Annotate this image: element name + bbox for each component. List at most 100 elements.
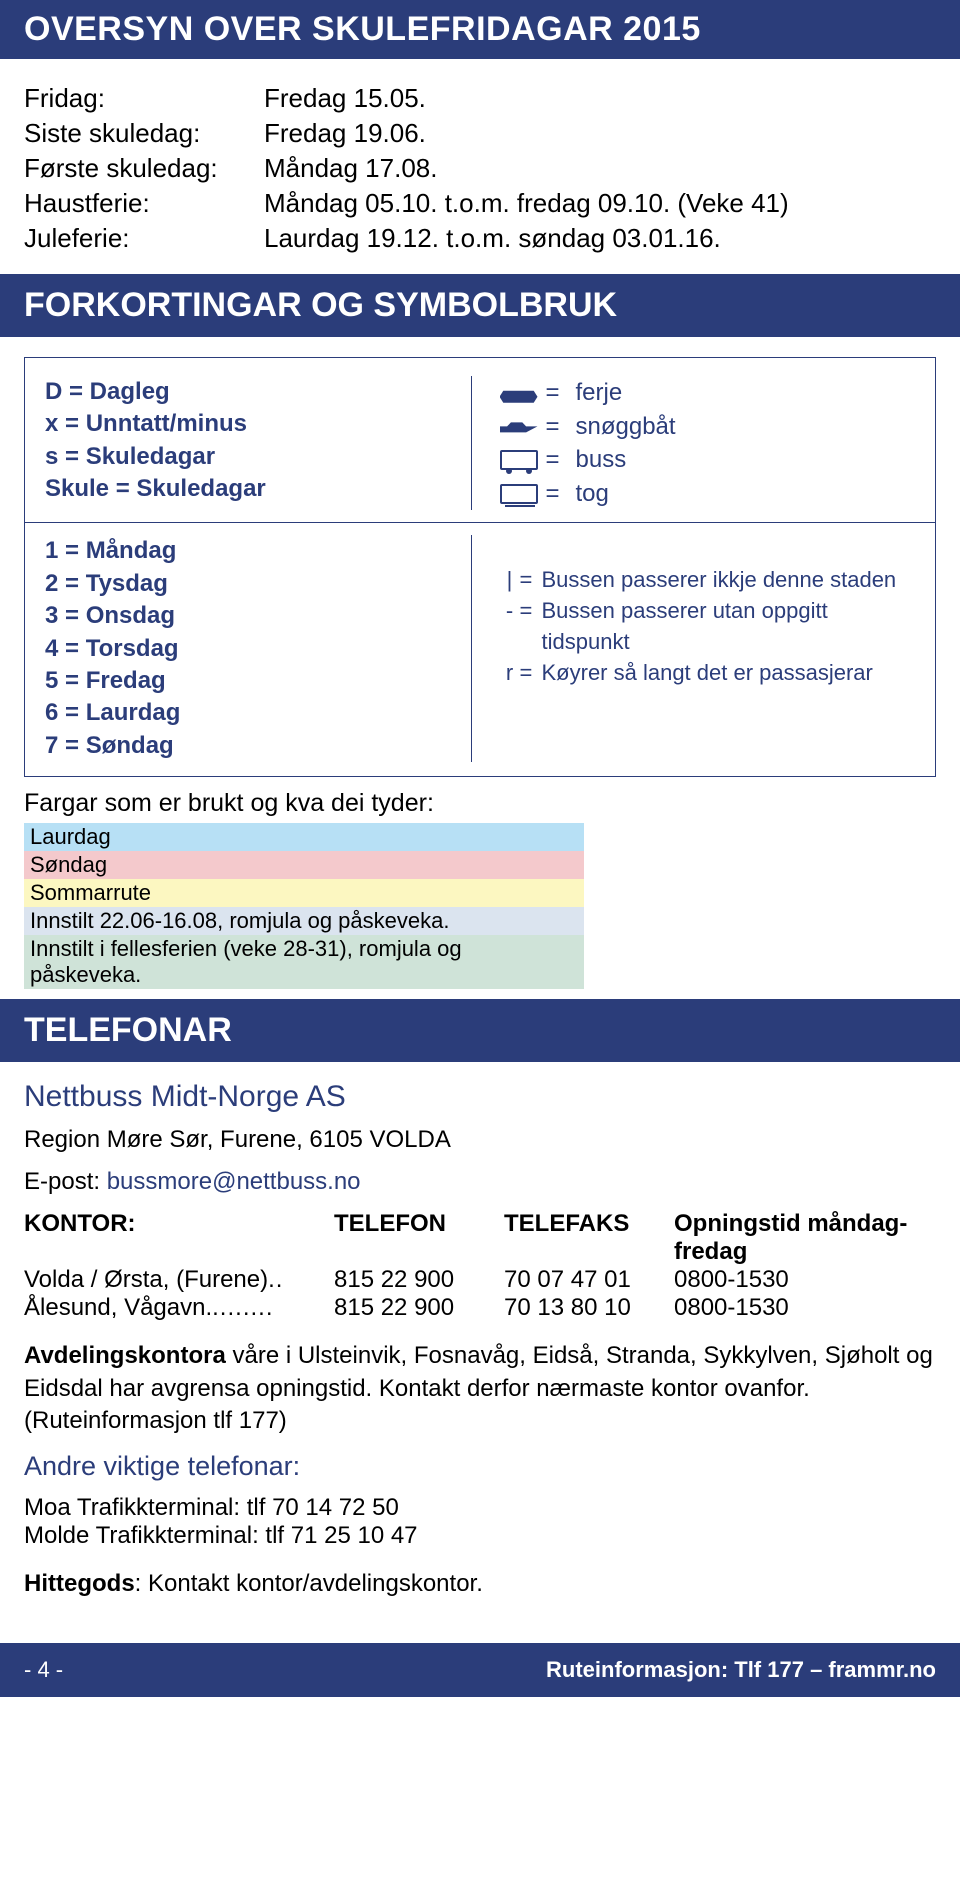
symbol-label: buss <box>576 443 916 477</box>
color-stripe: Søndag <box>24 851 584 879</box>
andre-line: Molde Trafikkterminal: tlf 71 25 10 47 <box>24 1522 936 1550</box>
color-stripe: Innstilt i fellesferien (veke 28-31), ro… <box>24 935 584 989</box>
abbrev-line: D = Dagleg <box>45 376 461 408</box>
note-row: r=Køyrer så langt det er passasjerar <box>500 658 916 689</box>
schedule-label: Siste skuledag: <box>24 118 264 149</box>
equals-sign: = <box>546 376 570 410</box>
symbol-row: =ferje <box>500 376 916 410</box>
schedule-value: Måndag 17.08. <box>264 153 936 184</box>
abbrev-line: 6 = Laurdag <box>45 697 461 729</box>
schedule-label: Juleferie: <box>24 223 264 254</box>
schedule-block: Fridag:Fredag 15.05.Siste skuledag:Freda… <box>0 59 960 264</box>
note-row: |=Bussen passerer ikkje denne staden <box>500 565 916 596</box>
forkortingar-title: FORKORTINGAR OG SYMBOLBRUK <box>24 286 617 324</box>
note-symbol: r <box>500 658 520 689</box>
kontor-header: KONTOR: TELEFON TELEFAKS Opningstid månd… <box>24 1210 936 1266</box>
schedule-label: Haustferie: <box>24 188 264 219</box>
abbrev-line: 4 = Torsdag <box>45 633 461 665</box>
title-band: OVERSYN OVER SKULEFRIDAGAR 2015 <box>0 0 960 59</box>
kontor-open: 0800-1530 <box>674 1266 936 1294</box>
abbrev-line: Skule = Skuledagar <box>45 473 461 505</box>
notes-list: |=Bussen passerer ikkje denne staden-=Bu… <box>471 535 916 762</box>
note-text: Køyrer så langt det er passasjerar <box>542 658 916 689</box>
color-stripe: Sommarrute <box>24 879 584 907</box>
ferry-icon <box>500 383 538 403</box>
avdeling-bold: Avdelingskontora <box>24 1342 226 1369</box>
symbol-label: snøggbåt <box>576 410 916 444</box>
schedule-value: Måndag 05.10. t.o.m. fredag 09.10. (Veke… <box>264 188 936 219</box>
fargar-title: Fargar som er brukt og kva dei tyder: <box>24 789 936 818</box>
epost-value[interactable]: bussmore@nettbuss.no <box>107 1168 361 1195</box>
kontor-h-open: Opningstid måndag-fredag <box>674 1210 936 1266</box>
page-title: OVERSYN OVER SKULEFRIDAGAR 2015 <box>24 10 701 48</box>
abbrev-line: 3 = Onsdag <box>45 600 461 632</box>
abbrev-line: 2 = Tysdag <box>45 568 461 600</box>
andre-line: Moa Trafikkterminal: tlf 70 14 72 50 <box>24 1494 936 1522</box>
symbol-row: =buss <box>500 443 916 477</box>
page-footer: - 4 - Ruteinformasjon: Tlf 177 – frammr.… <box>0 1643 960 1697</box>
kontor-name: Ålesund, Vågavn......... <box>24 1294 334 1322</box>
schedule-label: Første skuledag: <box>24 153 264 184</box>
kontor-tel: 815 22 900 <box>334 1294 504 1322</box>
hittegods-bold: Hittegods <box>24 1570 135 1597</box>
symbol-row: =snøggbåt <box>500 410 916 444</box>
fargar-block: Fargar som er brukt og kva dei tyder: La… <box>0 783 960 989</box>
abbrev-line: 1 = Måndag <box>45 535 461 567</box>
equals-sign: = <box>520 596 542 658</box>
color-stripe: Innstilt 22.06-16.08, romjula og påskeve… <box>24 907 584 935</box>
kontor-row: Ålesund, Vågavn.........815 22 90070 13 … <box>24 1294 936 1322</box>
note-text: Bussen passerer ikkje denne staden <box>542 565 916 596</box>
equals-sign: = <box>546 410 570 444</box>
schedule-value: Fredag 19.06. <box>264 118 936 149</box>
schedule-value: Fredag 15.05. <box>264 83 936 114</box>
symbol-row: =tog <box>500 477 916 511</box>
abbrev-left-bottom: 1 = Måndag2 = Tysdag3 = Onsdag4 = Torsda… <box>45 535 461 762</box>
company-name: Nettbuss Midt-Norge AS <box>24 1080 936 1114</box>
schedule-label: Fridag: <box>24 83 264 114</box>
avdeling-para: Avdelingskontora våre i Ulsteinvik, Fosn… <box>24 1340 936 1437</box>
equals-sign: = <box>520 565 542 596</box>
train-icon <box>500 484 538 504</box>
kontor-name: Volda / Ørsta, (Furene).. <box>24 1266 334 1294</box>
kontor-row: Volda / Ørsta, (Furene)..815 22 90070 07… <box>24 1266 936 1294</box>
hittegods-para: Hittegods: Kontakt kontor/avdelingskonto… <box>24 1568 936 1600</box>
note-row: -=Bussen passerer utan oppgitt tidspunkt <box>500 596 916 658</box>
symbol-label: tog <box>576 477 916 511</box>
kontor-h-telefon: TELEFON <box>334 1210 504 1266</box>
footer-right: Ruteinformasjon: Tlf 177 – frammr.no <box>546 1657 936 1683</box>
bus-icon <box>500 450 538 470</box>
footer-left: - 4 - <box>24 1657 63 1683</box>
andre-title: Andre viktige telefonar: <box>24 1451 936 1482</box>
abbrev-line: x = Unntatt/minus <box>45 408 461 440</box>
telefonar-block: Nettbuss Midt-Norge AS Region Møre Sør, … <box>0 1062 960 1619</box>
telefonar-title: TELEFONAR <box>24 1011 232 1049</box>
color-stripe: Laurdag <box>24 823 584 851</box>
hittegods-rest: : Kontakt kontor/avdelingskontor. <box>135 1570 483 1597</box>
schedule-value: Laurdag 19.12. t.o.m. søndag 03.01.16. <box>264 223 936 254</box>
abbrev-line: s = Skuledagar <box>45 441 461 473</box>
symbol-label: ferje <box>576 376 916 410</box>
symbol-box: D = Daglegx = Unntatt/minuss = Skuledaga… <box>24 357 936 777</box>
kontor-fax: 70 13 80 10 <box>504 1294 674 1322</box>
note-text: Bussen passerer utan oppgitt tidspunkt <box>542 596 916 658</box>
abbrev-line: 5 = Fredag <box>45 665 461 697</box>
kontor-tel: 815 22 900 <box>334 1266 504 1294</box>
equals-sign: = <box>546 477 570 511</box>
note-symbol: - <box>500 596 520 658</box>
speed-icon <box>500 416 538 436</box>
epost-line: E-post: bussmore@nettbuss.no <box>24 1168 936 1196</box>
equals-sign: = <box>546 443 570 477</box>
abbrev-left-top: D = Daglegx = Unntatt/minuss = Skuledaga… <box>45 376 461 510</box>
kontor-fax: 70 07 47 01 <box>504 1266 674 1294</box>
symbol-list: =ferje=snøggbåt=buss=tog <box>471 376 916 510</box>
note-symbol: | <box>500 565 520 596</box>
kontor-h-telefaks: TELEFAKS <box>504 1210 674 1266</box>
equals-sign: = <box>520 658 542 689</box>
kontor-open: 0800-1530 <box>674 1294 936 1322</box>
abbrev-line: 7 = Søndag <box>45 730 461 762</box>
telefonar-band: TELEFONAR <box>0 999 960 1062</box>
epost-label: E-post: <box>24 1168 107 1195</box>
region-line: Region Møre Sør, Furene, 6105 VOLDA <box>24 1126 936 1154</box>
kontor-h-kontor: KONTOR: <box>24 1210 334 1266</box>
forkortingar-band: FORKORTINGAR OG SYMBOLBRUK <box>0 274 960 337</box>
